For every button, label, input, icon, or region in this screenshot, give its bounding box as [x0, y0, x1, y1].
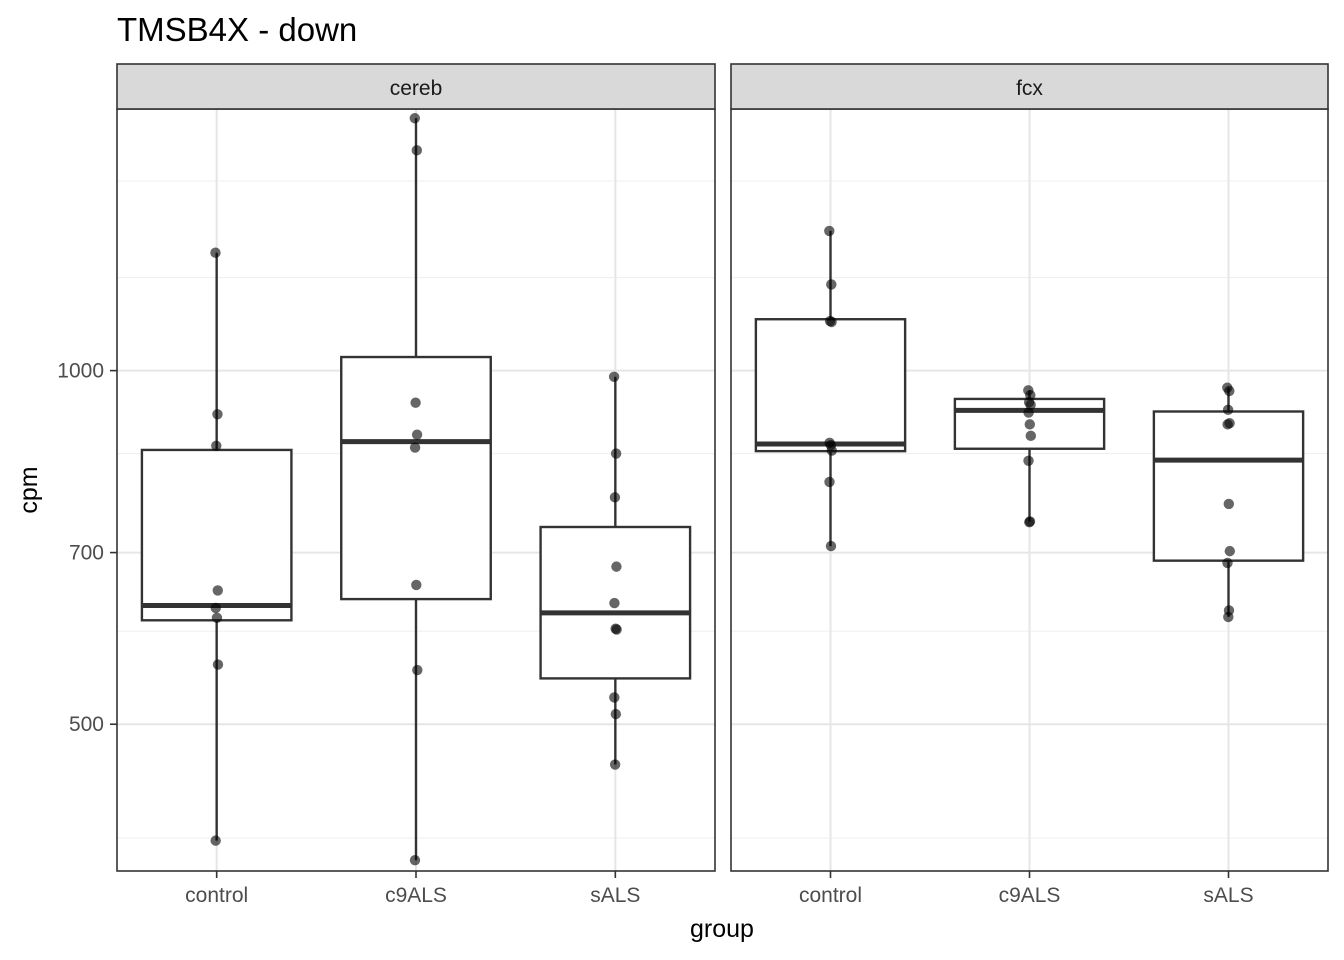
- data-point: [210, 247, 221, 258]
- data-point: [826, 316, 837, 328]
- data-point: [210, 835, 221, 846]
- data-point: [409, 113, 420, 124]
- x-tick-label: c9ALS: [385, 884, 447, 907]
- data-point: [1025, 430, 1037, 442]
- data-point: [1223, 611, 1234, 623]
- x-tick-label: sALS: [1203, 884, 1253, 907]
- x-axis-title: group: [690, 915, 754, 943]
- y-tick-label: 1000: [57, 360, 104, 383]
- data-point: [212, 409, 223, 420]
- data-point: [1222, 557, 1233, 569]
- box-c9ALS: [953, 385, 1106, 528]
- data-point: [409, 855, 421, 866]
- box-control: [754, 225, 907, 552]
- data-point: [610, 708, 622, 720]
- box-control: [140, 247, 293, 846]
- data-point: [824, 476, 835, 488]
- iqr-box: [340, 355, 492, 601]
- data-point: [1023, 407, 1034, 418]
- chart-title: TMSB4X - down: [117, 11, 357, 48]
- data-point: [1222, 419, 1233, 430]
- data-point: [609, 492, 621, 503]
- data-point: [611, 624, 622, 635]
- panel-cereb: cereb control c9ALS sALS: [116, 63, 716, 907]
- data-point: [1223, 498, 1235, 510]
- data-point: [411, 429, 423, 440]
- facet-strip-label: cereb: [390, 77, 443, 100]
- data-point: [609, 597, 620, 609]
- y-axis: 500 700 1000: [57, 360, 117, 736]
- data-point: [1024, 419, 1036, 430]
- data-point: [826, 445, 837, 456]
- data-point: [825, 540, 837, 552]
- data-point: [611, 561, 622, 572]
- data-point: [1024, 516, 1035, 528]
- data-point: [212, 659, 224, 670]
- data-point: [409, 442, 421, 453]
- data-point: [1224, 545, 1236, 557]
- iqr-box: [754, 318, 907, 453]
- data-point: [610, 448, 622, 459]
- data-point: [1222, 404, 1234, 416]
- data-point: [609, 759, 621, 770]
- data-point: [411, 145, 422, 156]
- y-tick-label: 700: [69, 542, 104, 565]
- data-point: [212, 585, 223, 596]
- data-point: [609, 692, 620, 703]
- panels: cereb control c9ALS sALS fcx control c9ALS sALS: [116, 63, 1329, 907]
- facet-strip-label: fcx: [1016, 77, 1043, 100]
- data-point: [211, 440, 222, 451]
- y-tick-label: 500: [69, 713, 104, 736]
- box-sALS: [539, 371, 692, 770]
- x-tick-label: control: [799, 884, 862, 907]
- x-tick-label: sALS: [590, 884, 640, 907]
- data-point: [608, 371, 620, 382]
- data-point: [410, 397, 421, 408]
- y-axis-title: cpm: [15, 466, 43, 513]
- facet-strip: [116, 63, 716, 110]
- data-point: [824, 225, 835, 237]
- data-point: [1224, 385, 1235, 397]
- data-point: [826, 279, 837, 290]
- box-c9ALS: [340, 113, 492, 866]
- panel-fcx: fcx control c9ALS sALS: [730, 63, 1329, 907]
- data-point: [412, 664, 423, 676]
- data-point: [1023, 455, 1034, 466]
- iqr-box: [1152, 410, 1305, 562]
- x-tick-label: c9ALS: [999, 884, 1061, 907]
- box-sALS: [1152, 382, 1305, 623]
- facet-strip: [730, 63, 1329, 110]
- data-point: [210, 602, 221, 614]
- x-tick-label: control: [185, 884, 248, 907]
- data-point: [211, 612, 223, 623]
- data-point: [411, 579, 422, 591]
